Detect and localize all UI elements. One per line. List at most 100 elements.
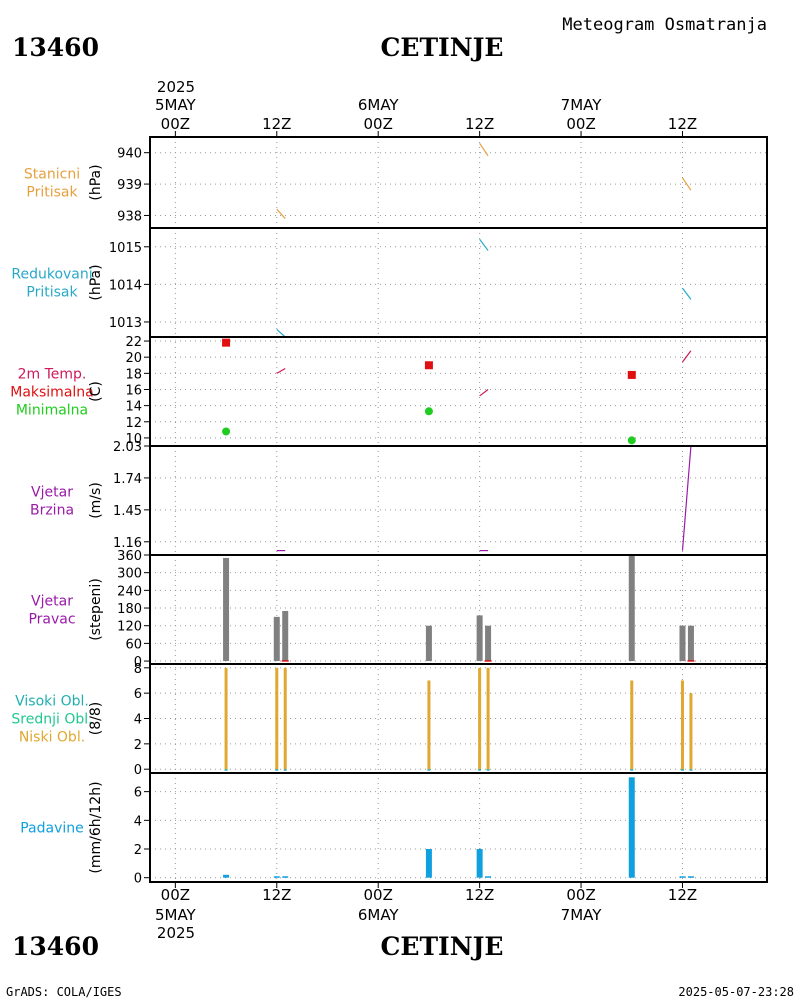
series-line-segment [479,142,489,157]
data-bar [224,667,228,770]
y-axis-label: (hPa) [88,264,104,300]
series-line-segment [479,238,489,251]
y-tick-label: 1015 [109,241,142,256]
tmin-marker [627,436,636,445]
data-bar [630,769,634,771]
panel-frame [149,445,768,556]
series-line-segment [681,287,692,300]
data-bar [282,876,289,878]
y-tick-label: 300 [117,567,142,582]
y-tick-label: 2 [134,738,142,753]
y-tick-label: 120 [117,620,142,635]
footer-right: 2025-05-07-23:28 [678,985,794,999]
data-bar [628,777,635,878]
data-bar [476,615,483,662]
data-bar [687,876,694,878]
chart-title: Meteogram Osmatranja [562,15,767,35]
data-bar [223,874,230,878]
top-year-label: 2025 [157,78,195,96]
bottom-hour-label: 00Z [364,886,393,904]
top-hour-label: 12Z [668,115,697,133]
panel-label: Pritisak [26,185,78,201]
y-tick-label: 16 [125,383,142,398]
top-date-label: 7MAY [561,96,603,114]
y-tick-label: 0 [134,872,142,887]
tmax-marker [627,370,636,379]
series-line-segment [681,177,692,191]
bottom-date-label: 7MAY [561,906,603,924]
y-axis-label: (m/s) [88,482,104,519]
y-tick-label: 1014 [109,278,142,293]
bottom-date-label: 6MAY [358,906,400,924]
y-tick-label: 60 [125,637,142,652]
y-tick-label: 939 [117,178,142,193]
data-bar [680,769,684,771]
y-tick-label: 20 [125,351,142,366]
y-axis-label: (C) [88,381,104,402]
y-tick-label: 8 [134,662,142,677]
y-axis-label: (8/8) [88,702,104,735]
footer-left: GrADS: COLA/IGES [6,985,122,999]
panel-frame [149,772,768,883]
series-line-segment [276,367,286,374]
data-bar [478,667,482,770]
panel-label: Vjetar [31,594,73,610]
data-bar [282,610,289,662]
tmax-marker [222,338,231,347]
data-bar [283,667,287,770]
data-bar [425,625,432,662]
series-line-segment [276,329,286,338]
top-hour-label: 00Z [364,115,393,133]
panel-label: Srednji Obl. [11,712,92,728]
data-bar [687,660,695,662]
series-line-segment [681,350,692,363]
panel-label: Niski Obl. [19,730,85,746]
panel-label: Pravac [28,612,75,628]
data-bar [485,876,492,878]
station-id-top: 13460 [12,33,99,62]
top-date-label: 5MAY [155,96,197,114]
panel-frame [149,554,768,665]
panel-label: Minimalna [16,403,88,419]
y-tick-label: 6 [134,687,142,702]
bottom-year-label: 2025 [157,924,195,942]
top-date-label: 6MAY [358,96,400,114]
panel-frame [149,136,768,229]
tmin-marker [424,407,433,416]
data-bar [224,769,228,771]
y-tick-label: 240 [117,584,142,599]
series-line-segment [276,208,286,219]
data-bar [679,876,686,878]
y-tick-label: 1.74 [113,472,142,487]
data-bar [484,660,492,662]
data-bar [478,769,482,771]
data-bar [425,849,432,878]
panel-frame [149,227,768,338]
data-bar [273,616,280,662]
y-tick-label: 2 [134,843,142,858]
data-bar [486,769,490,771]
panel-label: Stanicni [24,167,80,183]
y-tick-label: 2.03 [113,440,142,455]
series-line-segment [681,445,692,551]
panel-label: Pritisak [26,285,78,301]
top-hour-label: 12Z [465,115,494,133]
y-tick-label: 14 [125,400,142,415]
station-id-bottom: 13460 [12,932,99,961]
panel-label: Visoki Obl. [15,694,89,710]
data-bar [427,680,431,770]
y-tick-label: 940 [117,147,142,162]
data-bar [679,625,686,662]
y-tick-label: 22 [125,335,142,350]
y-axis-label: (mm/6h/12h) [88,781,104,873]
data-bar [680,680,684,770]
bottom-hour-label: 12Z [262,886,291,904]
station-name-bottom: CETINJE [381,932,504,961]
data-bar [223,557,230,662]
panel-label: Vjetar [31,485,73,501]
y-tick-label: 12 [125,416,142,431]
data-bar [687,625,694,662]
bottom-hour-label: 12Z [465,886,494,904]
top-hour-label: 12Z [262,115,291,133]
tmin-marker [222,427,231,436]
